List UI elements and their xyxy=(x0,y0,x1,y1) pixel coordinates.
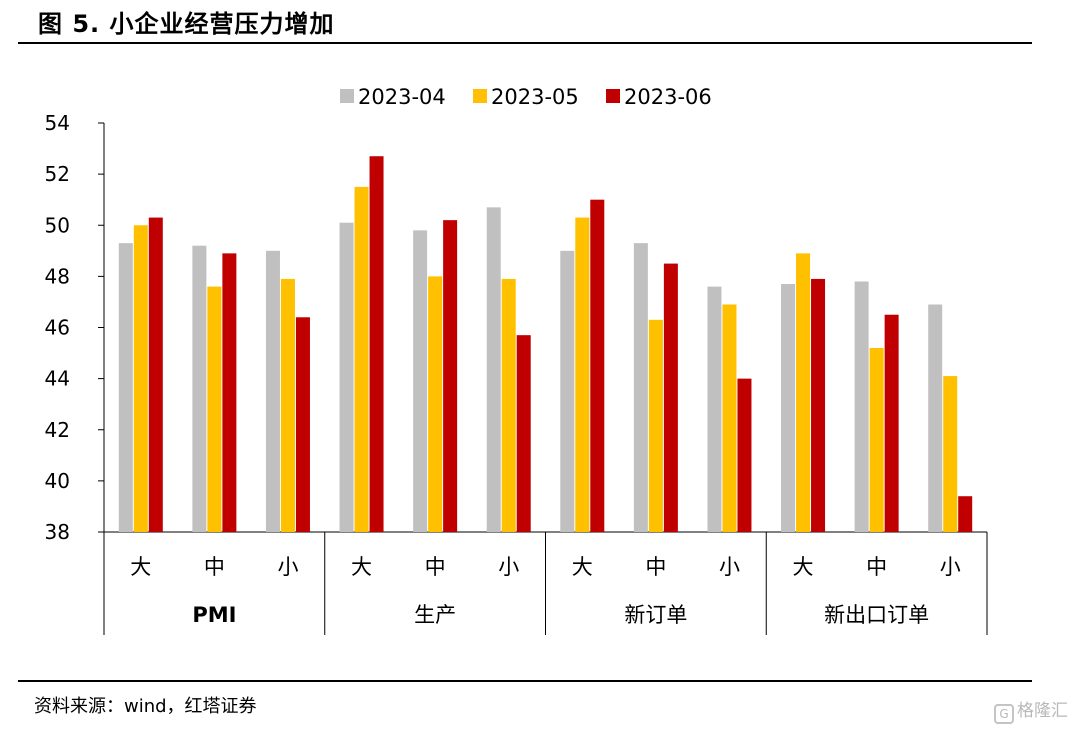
bar-2023-06 xyxy=(443,220,458,532)
bar-2023-05 xyxy=(428,276,443,532)
x-category-label: 小 xyxy=(498,555,519,579)
bar-2023-04 xyxy=(854,281,869,532)
x-category-label: 中 xyxy=(866,555,887,579)
x-category-label: 小 xyxy=(277,555,298,579)
legend-label: 2023-04 xyxy=(358,85,446,109)
x-group-label: 生产 xyxy=(414,603,456,627)
bar-2023-06 xyxy=(295,317,310,532)
x-group-label: PMI xyxy=(192,603,236,627)
bar-2023-06 xyxy=(884,314,899,532)
bar-2023-05 xyxy=(207,286,222,532)
legend-swatch xyxy=(606,89,620,103)
y-tick-label: 50 xyxy=(45,213,70,237)
bar-2023-05 xyxy=(943,376,958,532)
y-tick-label: 46 xyxy=(45,316,70,340)
x-group-label: 新出口订单 xyxy=(824,603,929,627)
x-category-label: 中 xyxy=(204,555,225,579)
y-tick-label: 44 xyxy=(45,367,70,391)
top-rule xyxy=(18,42,1032,44)
bar-2023-06 xyxy=(222,253,237,532)
x-category-label: 大 xyxy=(351,555,372,579)
bar-chart: 384042444648505254PMI 生产 新订单 新出口订单大中小大中小大中小… xyxy=(45,85,988,635)
bar-2023-06 xyxy=(148,217,163,533)
source-note: 资料来源：wind，红塔证券 xyxy=(34,696,257,717)
y-tick-label: 42 xyxy=(45,418,70,442)
bar-2023-05 xyxy=(796,253,811,532)
bar-2023-06 xyxy=(958,496,973,532)
y-tick-label: 52 xyxy=(45,162,70,186)
bar-2023-05 xyxy=(722,304,737,532)
y-tick-label: 40 xyxy=(45,469,70,493)
bar-2023-06 xyxy=(369,156,384,532)
x-category-label: 大 xyxy=(130,555,151,579)
bar-2023-04 xyxy=(118,243,133,533)
bar-2023-04 xyxy=(707,286,722,532)
bar-2023-06 xyxy=(737,378,752,532)
y-tick-label: 54 xyxy=(45,111,70,135)
x-category-label: 中 xyxy=(425,555,446,579)
bar-2023-04 xyxy=(265,250,280,532)
bar-2023-05 xyxy=(280,278,295,532)
legend-swatch xyxy=(340,89,354,103)
bar-2023-05 xyxy=(575,217,590,533)
bar-2023-04 xyxy=(192,245,207,532)
bar-2023-04 xyxy=(486,207,501,532)
y-tick-label: 38 xyxy=(45,520,70,544)
bar-2023-04 xyxy=(560,250,575,532)
x-category-label: 中 xyxy=(645,555,666,579)
bar-2023-04 xyxy=(413,230,428,533)
bar-2023-04 xyxy=(781,284,796,532)
x-category-label: 大 xyxy=(793,555,814,579)
bar-2023-05 xyxy=(869,347,884,532)
legend-swatch xyxy=(473,89,487,103)
bar-2023-06 xyxy=(663,263,678,532)
watermark-text: 格隆汇 xyxy=(1017,701,1068,721)
bar-2023-06 xyxy=(811,278,826,532)
bar-2023-04 xyxy=(928,304,943,532)
bottom-rule xyxy=(18,680,1032,682)
legend-label: 2023-06 xyxy=(624,85,712,109)
bar-2023-05 xyxy=(133,225,148,532)
x-category-label: 小 xyxy=(940,555,961,579)
bar-2023-05 xyxy=(354,186,369,532)
watermark: G 格隆汇 xyxy=(994,696,1068,724)
x-group-label: 新订单 xyxy=(624,603,687,627)
bar-2023-05 xyxy=(648,319,663,532)
x-category-label: 大 xyxy=(572,555,593,579)
bar-2023-05 xyxy=(501,278,516,532)
bar-2023-06 xyxy=(516,335,531,532)
legend-label: 2023-05 xyxy=(491,85,579,109)
figure-title: 图 5. 小企业经营压力增加 xyxy=(38,10,335,38)
x-category-label: 小 xyxy=(719,555,740,579)
bar-2023-04 xyxy=(633,243,648,533)
y-tick-label: 48 xyxy=(45,264,70,288)
bar-2023-06 xyxy=(590,199,605,532)
watermark-logo-icon: G xyxy=(994,704,1014,724)
bar-2023-04 xyxy=(339,222,354,532)
